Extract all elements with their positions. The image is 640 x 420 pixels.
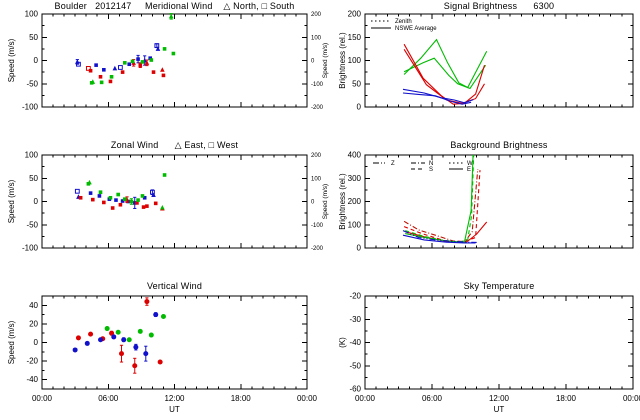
svg-text:100: 100 xyxy=(348,56,362,65)
svg-text:N: N xyxy=(429,161,433,167)
panel-meridional-wind: -100 -50 0 50 100 Speed (m/s) -200 -100 0 100 200 S… xyxy=(0,0,348,135)
svg-text:18:00: 18:00 xyxy=(556,394,577,403)
svg-text:UT: UT xyxy=(169,405,180,414)
svg-text:-100: -100 xyxy=(311,223,324,229)
svg-text:00:00: 00:00 xyxy=(297,394,318,403)
svg-text:Speed (m/s): Speed (m/s) xyxy=(7,179,16,223)
svg-text:0: 0 xyxy=(357,244,362,253)
svg-text:(K): (K) xyxy=(338,337,347,348)
svg-text:-100: -100 xyxy=(22,103,39,112)
svg-text:W: W xyxy=(467,161,473,167)
svg-text:0: 0 xyxy=(34,56,39,65)
svg-text:-30: -30 xyxy=(349,315,361,324)
svg-text:-100: -100 xyxy=(22,244,39,253)
svg-text:50: 50 xyxy=(29,33,38,42)
svg-text:200: 200 xyxy=(311,12,322,18)
panel-zonal-wind: -100 -50 0 50 100 Speed (m/s) -200 -100 0 100 200 S… xyxy=(0,135,348,270)
svg-text:-20: -20 xyxy=(349,292,361,301)
svg-text:-60: -60 xyxy=(349,385,361,394)
svg-text:300: 300 xyxy=(348,174,362,183)
svg-text:20: 20 xyxy=(29,319,38,328)
svg-text:06:00: 06:00 xyxy=(98,394,119,403)
svg-text:-50: -50 xyxy=(26,79,38,88)
svg-text:100: 100 xyxy=(25,151,39,160)
svg-text:0: 0 xyxy=(34,197,39,206)
svg-text:400: 400 xyxy=(348,151,362,160)
svg-text:Speed (m/s): Speed (m/s) xyxy=(322,184,329,219)
svg-text:Z: Z xyxy=(391,161,395,167)
svg-text:-50: -50 xyxy=(349,361,361,370)
svg-text:100: 100 xyxy=(348,220,362,229)
panel-title-meridional-wind: Boulder 2012147 Meridional Wind △ North,… xyxy=(54,1,295,11)
svg-text:UT: UT xyxy=(494,405,505,414)
svg-text:06:00: 06:00 xyxy=(422,394,443,403)
vertical-wind-chart: 00:00 06:00 12:00 18:00 00:00 UT -40 -20 0 20 40 Sp… xyxy=(7,295,318,414)
panel-sky-temperature: 00:00 06:00 12:00 18:00 00:00 UT -60 -50 -40 -30 -… xyxy=(335,270,640,420)
panel-title-sky-temperature: Sky Temperature xyxy=(463,281,535,291)
svg-text:50: 50 xyxy=(29,174,38,183)
svg-text:40: 40 xyxy=(29,301,38,310)
panel-background-brightness: 0 100 200 300 400 Brightness (rel.) Z N S W E xyxy=(335,135,640,270)
svg-text:100: 100 xyxy=(25,10,39,19)
svg-text:-50: -50 xyxy=(26,220,38,229)
panel-vertical-wind: 00:00 06:00 12:00 18:00 00:00 UT -40 -20 0 20 40 Sp… xyxy=(0,270,348,420)
svg-text:50: 50 xyxy=(352,79,361,88)
svg-text:0: 0 xyxy=(357,103,362,112)
svg-text:18:00: 18:00 xyxy=(231,394,252,403)
svg-text:12:00: 12:00 xyxy=(489,394,510,403)
svg-text:0: 0 xyxy=(311,59,315,65)
svg-text:0: 0 xyxy=(34,338,39,347)
svg-text:-40: -40 xyxy=(26,375,38,384)
svg-text:200: 200 xyxy=(311,153,322,159)
signal-brightness-chart: 0 50 100 150 200 Brightness (rel.) ZenithNSWE … xyxy=(338,10,634,112)
svg-text:200: 200 xyxy=(348,10,362,19)
svg-text:Brightness (rel.): Brightness (rel.) xyxy=(338,32,347,89)
svg-text:00:00: 00:00 xyxy=(32,394,53,403)
svg-text:00:00: 00:00 xyxy=(355,394,376,403)
svg-text:200: 200 xyxy=(348,197,362,206)
svg-text:-200: -200 xyxy=(311,246,324,252)
svg-text:0: 0 xyxy=(311,200,315,206)
svg-text:S: S xyxy=(429,167,433,173)
svg-text:-40: -40 xyxy=(349,338,361,347)
svg-text:Speed (m/s): Speed (m/s) xyxy=(7,38,16,82)
background-brightness-chart: 0 100 200 300 400 Brightness (rel.) Z NS WE xyxy=(338,151,634,253)
svg-text:Zenith: Zenith xyxy=(395,19,412,25)
svg-text:100: 100 xyxy=(311,176,322,182)
svg-text:-200: -200 xyxy=(311,105,324,111)
svg-text:Brightness (rel.): Brightness (rel.) xyxy=(338,173,347,230)
svg-text:-20: -20 xyxy=(26,357,38,366)
panel-title-signal-brightness: Signal Brightness 6300 xyxy=(443,1,555,11)
panel-title-background-brightness: Background Brightness xyxy=(450,140,548,150)
svg-text:-100: -100 xyxy=(311,82,324,88)
panel-title-zonal-wind: Zonal Wind △ East, □ West xyxy=(110,140,239,150)
panel-title-vertical-wind: Vertical Wind xyxy=(146,281,203,291)
svg-text:100: 100 xyxy=(311,35,322,41)
panel-signal-brightness: 0 50 100 150 200 Brightness (rel.) Zenith NSWE … xyxy=(335,0,640,135)
svg-text:Speed (m/s): Speed (m/s) xyxy=(7,320,16,364)
svg-text:NSWE Average: NSWE Average xyxy=(395,26,437,32)
svg-text:Speed (m/s): Speed (m/s) xyxy=(322,43,329,78)
sky-temperature-chart: 00:00 06:00 12:00 18:00 00:00 UT -60 -50 -40 -30 -… xyxy=(338,292,640,415)
svg-text:150: 150 xyxy=(348,33,362,42)
svg-text:E: E xyxy=(467,167,471,173)
svg-text:00:00: 00:00 xyxy=(623,394,640,403)
svg-text:12:00: 12:00 xyxy=(164,394,185,403)
